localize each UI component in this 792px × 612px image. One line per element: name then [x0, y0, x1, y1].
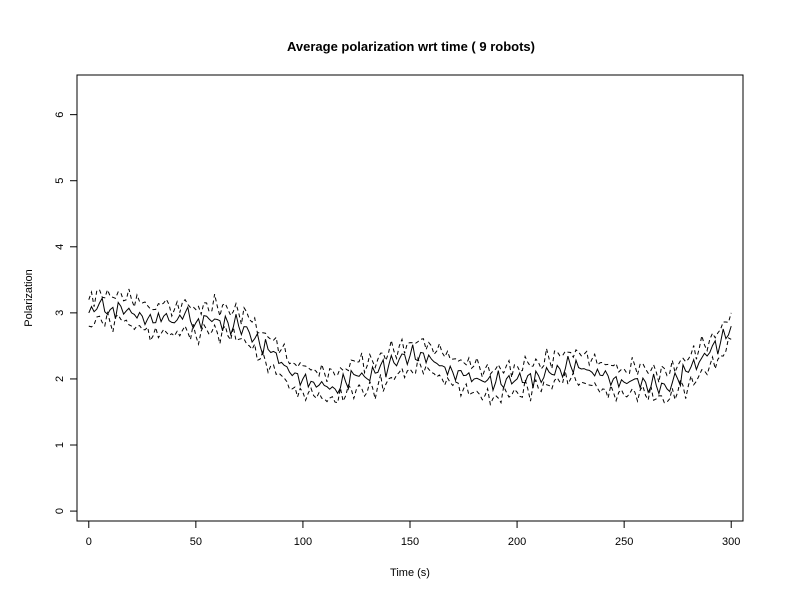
y-tick-label: 4 — [54, 244, 66, 250]
series-line-mean — [88, 296, 732, 396]
x-tick-label: 0 — [86, 536, 92, 548]
series-line-lower — [88, 311, 732, 406]
x-tick-label: 300 — [722, 536, 740, 548]
x-tick-label: 100 — [294, 536, 312, 548]
chart-title: Average polarization wrt time ( 9 robots… — [287, 39, 535, 54]
x-tick-label: 250 — [615, 536, 633, 548]
y-tick-label: 3 — [54, 310, 66, 316]
x-axis-label: Time (s) — [390, 567, 430, 579]
y-axis: 0 1 2 3 4 5 6 — [54, 112, 78, 514]
series-line-upper — [88, 288, 732, 383]
x-tick-label: 50 — [190, 536, 202, 548]
y-tick-label: 0 — [54, 508, 66, 514]
plot-frame — [76, 74, 744, 522]
y-tick-label: 6 — [54, 112, 66, 118]
y-axis-label: Polarization — [23, 269, 35, 326]
x-tick-label: 150 — [401, 536, 419, 548]
series-layer — [88, 288, 732, 406]
y-tick-label: 5 — [54, 178, 66, 184]
x-tick-label: 200 — [508, 536, 526, 548]
x-axis: 0 50 100 150 200 250 300 — [86, 520, 740, 548]
y-tick-label: 2 — [54, 376, 66, 382]
y-tick-label: 1 — [54, 442, 66, 448]
